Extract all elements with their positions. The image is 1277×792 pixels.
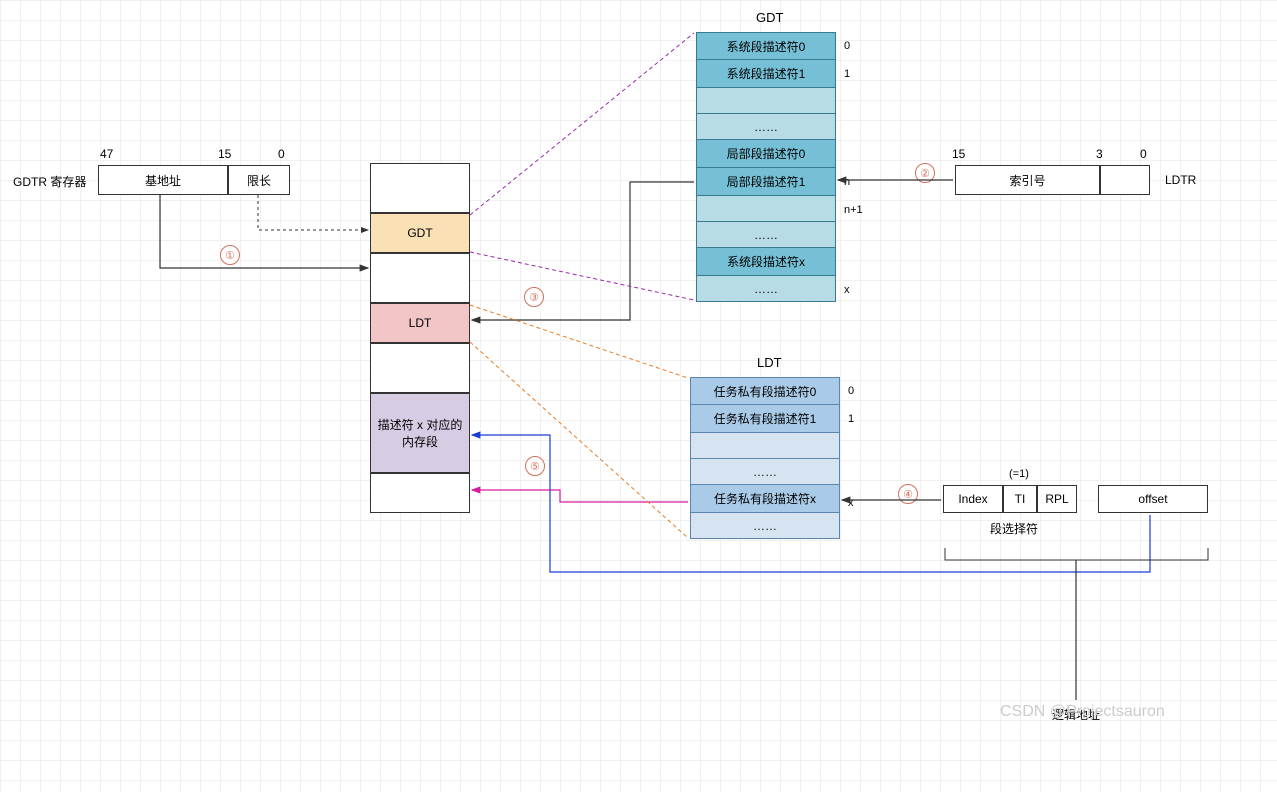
gdt-row-3: …… xyxy=(696,114,836,140)
ldt-row-5: …… xyxy=(690,513,840,539)
ldtr-index: 索引号 xyxy=(955,165,1100,195)
gdtr-base: 基地址 xyxy=(98,165,228,195)
mem-ldt: LDT xyxy=(370,303,470,343)
gdt-row-6 xyxy=(696,196,836,222)
sel-label: 段选择符 xyxy=(990,520,1038,537)
mem-gdt-text: GDT xyxy=(407,226,432,240)
sel-ti: TI xyxy=(1003,485,1037,513)
gdt-row-8-text: 系统段描述符x xyxy=(727,253,805,270)
gdt-idx-1: 1 xyxy=(844,68,850,80)
gdt-row-0-text: 系统段描述符0 xyxy=(727,38,806,55)
mem-blank4 xyxy=(370,473,470,513)
sel-offset-text: offset xyxy=(1138,492,1167,506)
sel-offset: offset xyxy=(1098,485,1208,513)
mem-seg: 描述符 x 对应的内存段 xyxy=(370,393,470,473)
gdt-row-8: 系统段描述符x xyxy=(696,248,836,276)
gdt-row-5-text: 局部段描述符1 xyxy=(727,173,806,190)
sel-rpl: RPL xyxy=(1037,485,1077,513)
watermark: CSDN @Projectsauron xyxy=(1000,703,1165,721)
gdt-idx-4: n xyxy=(844,176,850,188)
ldt-row-5-text: …… xyxy=(753,519,777,533)
gdt-row-7-text: …… xyxy=(754,228,778,242)
step-3: ③ xyxy=(524,287,544,307)
gdt-idx-5: n+1 xyxy=(844,204,863,216)
gdt-row-1-text: 系统段描述符1 xyxy=(727,65,806,82)
ldtr-tail xyxy=(1100,165,1150,195)
ldtr-bit0: 0 xyxy=(1140,147,1147,161)
ldt-idx-0: 0 xyxy=(848,385,854,397)
gdt-table: 系统段描述符0 系统段描述符1 …… 局部段描述符0 局部段描述符1 …… 系统… xyxy=(696,32,836,302)
gdt-row-5: 局部段描述符1 xyxy=(696,168,836,196)
ldt-row-0-text: 任务私有段描述符0 xyxy=(714,383,817,400)
ti1: (=1) xyxy=(1009,468,1029,480)
ldtr-bit3: 3 xyxy=(1096,147,1103,161)
ldt-idx-1: 1 xyxy=(848,413,854,425)
ldt-row-4: 任务私有段描述符x xyxy=(690,485,840,513)
gdtr-label: GDTR 寄存器 xyxy=(13,173,86,190)
ldt-idx-4: x xyxy=(848,497,854,509)
gdtr-bit47: 47 xyxy=(100,147,113,161)
sel-rpl-text: RPL xyxy=(1045,492,1068,506)
sel-ti-text: TI xyxy=(1015,492,1026,506)
mem-seg-text: 描述符 x 对应的内存段 xyxy=(375,416,465,450)
mem-blank2 xyxy=(370,253,470,303)
step-1: ① xyxy=(220,245,240,265)
ldtr-label: LDTR xyxy=(1165,173,1196,187)
gdt-row-7: …… xyxy=(696,222,836,248)
ldt-title: LDT xyxy=(757,355,782,370)
gdt-row-9: …… xyxy=(696,276,836,302)
step-5: ⑤ xyxy=(525,456,545,476)
step-4: ④ xyxy=(898,484,918,504)
step-2: ② xyxy=(915,163,935,183)
gdt-row-9-text: …… xyxy=(754,282,778,296)
gdtr-bit0: 0 xyxy=(278,147,285,161)
mem-ldt-text: LDT xyxy=(409,316,432,330)
gdt-title: GDT xyxy=(756,10,783,25)
gdtr-limit: 限长 xyxy=(228,165,290,195)
gdtr-base-text: 基地址 xyxy=(145,172,181,189)
sel-index-text: Index xyxy=(958,492,987,506)
gdt-row-1: 系统段描述符1 xyxy=(696,60,836,88)
mem-gdt: GDT xyxy=(370,213,470,253)
ldt-row-3: …… xyxy=(690,459,840,485)
ldt-row-4-text: 任务私有段描述符x xyxy=(714,490,816,507)
gdtr-limit-text: 限长 xyxy=(247,172,271,189)
gdt-row-4: 局部段描述符0 xyxy=(696,140,836,168)
gdt-idx-0: 0 xyxy=(844,40,850,52)
ldtr-index-text: 索引号 xyxy=(1009,172,1045,189)
ldt-table: 任务私有段描述符0 任务私有段描述符1 …… 任务私有段描述符x …… xyxy=(690,377,840,539)
arrows-overlay xyxy=(0,0,1277,792)
gdt-row-3-text: …… xyxy=(754,120,778,134)
gdt-row-0: 系统段描述符0 xyxy=(696,32,836,60)
sel-index: Index xyxy=(943,485,1003,513)
gdt-row-4-text: 局部段描述符0 xyxy=(727,145,806,162)
mem-blank1 xyxy=(370,163,470,213)
ldtr-bit15: 15 xyxy=(952,147,965,161)
gdt-idx-8: x xyxy=(844,284,850,296)
ldt-row-0: 任务私有段描述符0 xyxy=(690,377,840,405)
ldt-row-3-text: …… xyxy=(753,465,777,479)
ldt-row-2 xyxy=(690,433,840,459)
mem-blank3 xyxy=(370,343,470,393)
ldt-row-1: 任务私有段描述符1 xyxy=(690,405,840,433)
gdtr-bit15: 15 xyxy=(218,147,231,161)
ldt-row-1-text: 任务私有段描述符1 xyxy=(714,410,817,427)
gdt-row-2 xyxy=(696,88,836,114)
